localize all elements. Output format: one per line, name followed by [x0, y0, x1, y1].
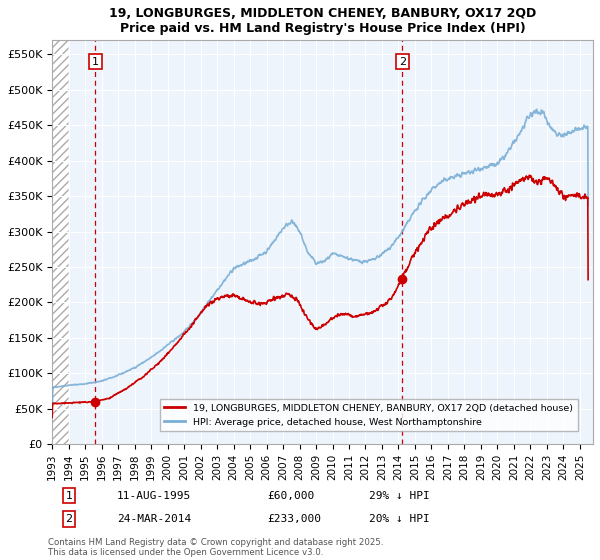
Text: 1: 1	[92, 57, 99, 67]
Text: 2: 2	[65, 514, 73, 524]
Title: 19, LONGBURGES, MIDDLETON CHENEY, BANBURY, OX17 2QD
Price paid vs. HM Land Regis: 19, LONGBURGES, MIDDLETON CHENEY, BANBUR…	[109, 7, 536, 35]
FancyBboxPatch shape	[47, 40, 68, 444]
Text: 11-AUG-1995: 11-AUG-1995	[117, 491, 191, 501]
Text: 20% ↓ HPI: 20% ↓ HPI	[369, 514, 430, 524]
Text: 1: 1	[65, 491, 73, 501]
Text: 24-MAR-2014: 24-MAR-2014	[117, 514, 191, 524]
Text: £233,000: £233,000	[267, 514, 321, 524]
Legend: 19, LONGBURGES, MIDDLETON CHENEY, BANBURY, OX17 2QD (detached house), HPI: Avera: 19, LONGBURGES, MIDDLETON CHENEY, BANBUR…	[160, 399, 578, 431]
Text: 2: 2	[398, 57, 406, 67]
Text: Contains HM Land Registry data © Crown copyright and database right 2025.
This d: Contains HM Land Registry data © Crown c…	[48, 538, 383, 557]
Text: 29% ↓ HPI: 29% ↓ HPI	[369, 491, 430, 501]
Text: £60,000: £60,000	[267, 491, 314, 501]
